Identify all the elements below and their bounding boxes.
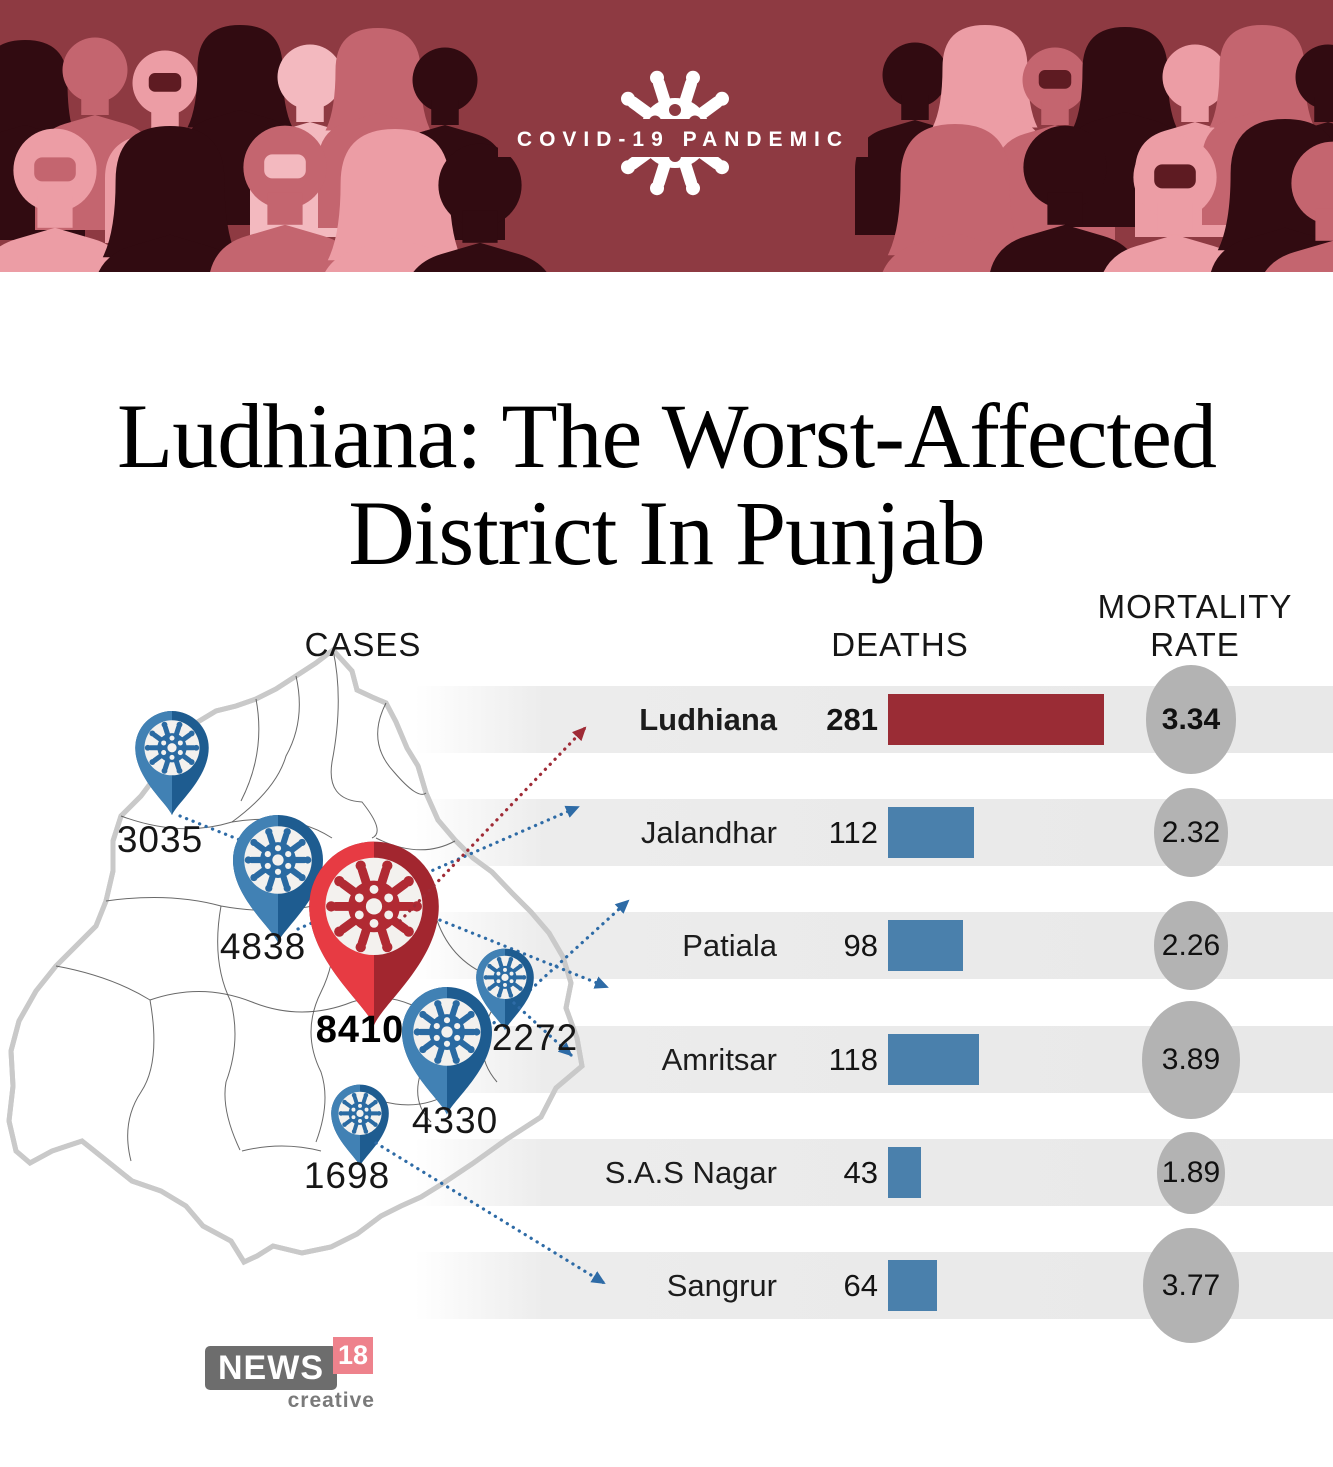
deaths-bar bbox=[888, 920, 963, 971]
mortality-value: 3.34 bbox=[1161, 702, 1221, 736]
mortality-value: 2.32 bbox=[1161, 815, 1221, 849]
deaths-value: 64 bbox=[843, 1268, 878, 1303]
district-name: Patiala bbox=[682, 928, 777, 963]
deaths-bar bbox=[888, 1260, 937, 1311]
deaths-value: 112 bbox=[828, 815, 878, 850]
deaths-bar bbox=[888, 694, 1104, 745]
mortality-circle: 3.77 bbox=[1142, 1227, 1240, 1344]
logo-18: 18 bbox=[333, 1337, 373, 1374]
mortality-value: 3.77 bbox=[1161, 1268, 1221, 1302]
mortality-circle: 2.32 bbox=[1153, 787, 1229, 878]
face-mask bbox=[1154, 164, 1196, 189]
logo-news: NEWS bbox=[205, 1346, 337, 1390]
title-line2: District In Punjab bbox=[348, 482, 985, 585]
mortality-header-line1: MORTALITY bbox=[1097, 588, 1293, 625]
banner: COVID-19 PANDEMIC bbox=[0, 0, 1333, 272]
district-name: S.A.S Nagar bbox=[604, 1155, 777, 1190]
mortality-circle: 3.34 bbox=[1145, 665, 1237, 774]
deaths-bar bbox=[888, 807, 974, 858]
person-silhouette bbox=[105, 50, 225, 243]
table-row-sangrur: Sangrur 64 3.77 bbox=[0, 1227, 1333, 1344]
logo-creative: creative bbox=[287, 1389, 375, 1412]
news18-creative-logo: NEWS 18 creative bbox=[205, 1337, 375, 1412]
mortality-circle: 1.89 bbox=[1156, 1131, 1226, 1214]
deaths-bar bbox=[888, 1147, 921, 1198]
person-silhouette bbox=[995, 47, 1115, 240]
deaths-header: DEATHS bbox=[831, 626, 969, 663]
face-mask bbox=[148, 73, 182, 92]
table-row-sas-nagar: S.A.S Nagar 43 1.89 bbox=[0, 1131, 1333, 1214]
mortality-value: 1.89 bbox=[1161, 1155, 1221, 1189]
deaths-bar bbox=[888, 1034, 979, 1085]
deaths-value: 281 bbox=[826, 702, 878, 737]
district-name: Amritsar bbox=[661, 1042, 777, 1077]
deaths-value: 98 bbox=[843, 928, 878, 963]
face-mask bbox=[264, 154, 306, 179]
table-row-ludhiana: Ludhiana 281 3.34 bbox=[0, 665, 1333, 774]
mortality-circle: 2.26 bbox=[1154, 901, 1228, 990]
table-row-jalandhar: Jalandhar 112 2.32 bbox=[0, 787, 1333, 878]
page-title: Ludhiana: The Worst-Affected District In… bbox=[0, 384, 1333, 585]
deaths-value: 118 bbox=[828, 1042, 878, 1077]
mortality-circle: 3.89 bbox=[1141, 1000, 1241, 1119]
table-row-patiala: Patiala 98 2.26 bbox=[0, 901, 1333, 990]
person-silhouette bbox=[0, 128, 132, 272]
mortality-value: 3.89 bbox=[1161, 1042, 1221, 1076]
cases-header: CASES bbox=[304, 626, 422, 663]
banner-band bbox=[498, 119, 868, 157]
face-mask bbox=[34, 157, 76, 182]
district-name: Jalandhar bbox=[640, 815, 777, 850]
deaths-value: 43 bbox=[843, 1155, 878, 1190]
mortality-header: MORTALITY RATE bbox=[1089, 588, 1301, 664]
face-mask bbox=[1038, 70, 1072, 89]
district-name: Ludhiana bbox=[639, 702, 777, 737]
table-row-amritsar: Amritsar 118 3.89 bbox=[0, 1000, 1333, 1119]
person-silhouette bbox=[1098, 135, 1252, 272]
title-line1: Ludhiana: The Worst-Affected bbox=[117, 384, 1217, 487]
mortality-value: 2.26 bbox=[1161, 928, 1221, 962]
banner-label: COVID-19 PANDEMIC bbox=[517, 128, 849, 151]
district-name: Sangrur bbox=[666, 1268, 777, 1303]
mortality-header-line2: RATE bbox=[1150, 626, 1240, 663]
person-silhouette bbox=[208, 125, 362, 272]
crowd-illustration: COVID-19 PANDEMIC bbox=[0, 25, 1333, 272]
